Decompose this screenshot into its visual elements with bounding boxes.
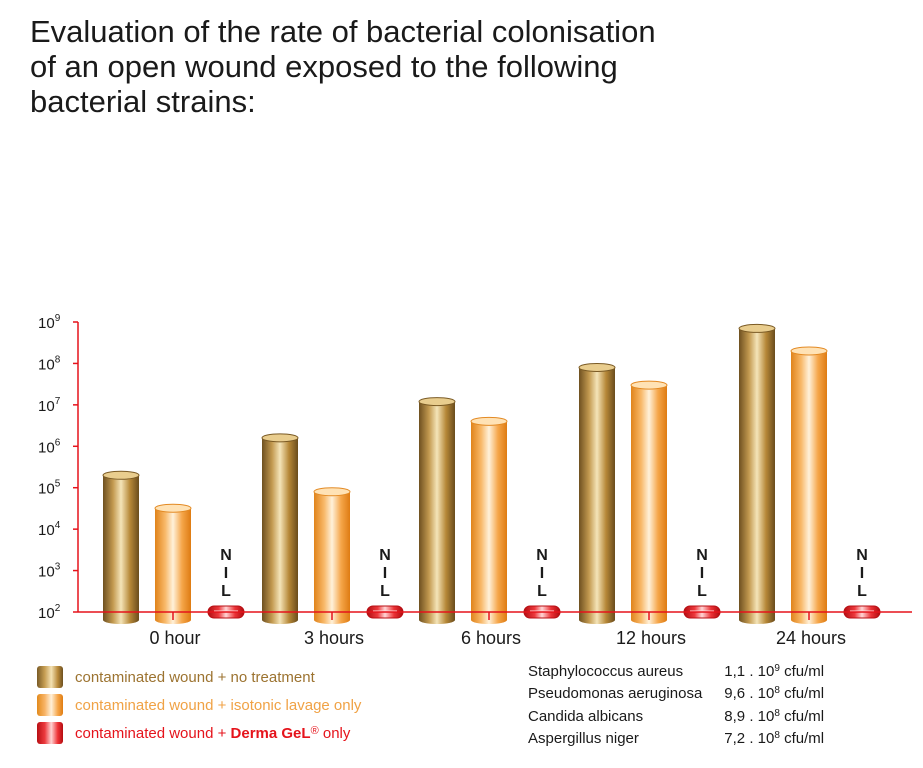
- legend-item-isotonic-lavage: contaminated wound + isotonic lavage onl…: [37, 692, 361, 718]
- x-tick-label: 12 hours: [616, 628, 686, 648]
- bar-cap: [630, 380, 668, 390]
- nil-label: I: [383, 565, 387, 582]
- nil-label: I: [700, 565, 704, 582]
- nil-label: L: [380, 583, 390, 600]
- nil-label: I: [860, 565, 864, 582]
- y-tick-label: 107: [38, 396, 61, 415]
- bar-isotonic-lavage: [471, 421, 507, 620]
- nil-label: L: [857, 583, 867, 600]
- bar-no-treatment: [419, 401, 455, 620]
- legend-swatch: [37, 666, 63, 688]
- y-tick-label: 102: [38, 603, 61, 622]
- legend-label: contaminated wound + isotonic lavage onl…: [75, 696, 362, 714]
- bar-no-treatment: [262, 437, 298, 620]
- brand-name: Derma GeL: [230, 724, 311, 742]
- bar-cap: [154, 503, 192, 513]
- strain-name: Pseudomonas aeruginosa: [528, 685, 703, 703]
- strain-table: Staphylococcus aureus 1,1 . 109 cfu/ml P…: [528, 660, 824, 750]
- y-tick-label: 104: [38, 520, 61, 539]
- bar-isotonic-lavage: [314, 491, 350, 620]
- bar-base: [419, 616, 455, 624]
- legend-swatch: [37, 722, 63, 744]
- bar-cap: [738, 323, 776, 333]
- y-tick-label: 108: [38, 354, 61, 373]
- nil-label: N: [856, 547, 868, 564]
- strain-row: Staphylococcus aureus 1,1 . 109 cfu/ml: [528, 660, 824, 683]
- bar-cap: [418, 397, 456, 407]
- strain-concentration: 7,2 . 108 cfu/ml: [724, 730, 825, 748]
- bar-cap: [790, 346, 828, 356]
- chart-title: Evaluation of the rate of bacterial colo…: [30, 14, 890, 119]
- bar-cap: [313, 487, 351, 497]
- nil-label: I: [224, 565, 228, 582]
- nil-label: N: [220, 547, 232, 564]
- legend-swatch: [37, 694, 63, 716]
- bar-cap: [470, 416, 508, 426]
- strain-name: Aspergillus niger: [528, 730, 639, 748]
- strain-row: Aspergillus niger 7,2 . 108 cfu/ml: [528, 728, 824, 751]
- strain-concentration: 9,6 . 108 cfu/ml: [724, 685, 825, 703]
- nil-label: N: [536, 547, 548, 564]
- strain-concentration: 8,9 . 108 cfu/ml: [724, 707, 825, 725]
- registered-mark: ®: [310, 724, 319, 737]
- bar-isotonic-lavage: [155, 508, 191, 620]
- x-tick-label: 3 hours: [304, 628, 364, 648]
- chart-title-line: Evaluation of the rate of bacterial colo…: [30, 14, 656, 49]
- bar-base: [262, 616, 298, 624]
- chart-title-line: bacterial strains:: [30, 84, 256, 119]
- legend-item-derma-gel: contaminated wound + Derma GeL® only: [37, 720, 361, 746]
- nil-label: L: [537, 583, 547, 600]
- bar-base: [739, 616, 775, 624]
- strain-concentration: 1,1 . 109 cfu/ml: [724, 662, 825, 680]
- bar-no-treatment: [579, 367, 615, 620]
- y-tick-label: 106: [38, 437, 61, 456]
- strain-name: Candida albicans: [528, 707, 644, 725]
- bar-cap: [578, 362, 616, 372]
- x-tick-label: 0 hour: [149, 628, 200, 648]
- bar-isotonic-lavage: [631, 385, 667, 620]
- bar-no-treatment: [103, 475, 139, 620]
- strain-name: Staphylococcus aureus: [528, 662, 684, 680]
- nil-label: N: [696, 547, 708, 564]
- chart-title-line: of an open wound exposed to the followin…: [30, 49, 618, 84]
- bar-base: [103, 616, 139, 624]
- legend-label: contaminated wound + Derma GeL® only: [75, 724, 351, 742]
- bar-base: [579, 616, 615, 624]
- x-tick-label: 24 hours: [776, 628, 846, 648]
- strain-row: Pseudomonas aeruginosa 9,6 . 108 cfu/ml: [528, 683, 824, 706]
- bar-cap: [261, 433, 299, 443]
- nil-label: L: [697, 583, 707, 600]
- y-tick-label: 109: [38, 313, 61, 332]
- nil-label: L: [221, 583, 231, 600]
- y-tick-label: 103: [38, 562, 61, 581]
- legend-item-no-treatment: contaminated wound + no treatment: [37, 664, 361, 690]
- nil-label: N: [379, 547, 391, 564]
- bar-cap: [102, 470, 140, 480]
- bar-no-treatment: [739, 328, 775, 620]
- nil-label: I: [540, 565, 544, 582]
- x-tick-label: 6 hours: [461, 628, 521, 648]
- y-tick-label: 105: [38, 479, 61, 498]
- chart-legend: contaminated wound + no treatment contam…: [37, 664, 361, 748]
- bar-isotonic-lavage: [791, 350, 827, 620]
- legend-label: contaminated wound + no treatment: [75, 668, 315, 686]
- strain-row: Candida albicans 8,9 . 108 cfu/ml: [528, 705, 824, 728]
